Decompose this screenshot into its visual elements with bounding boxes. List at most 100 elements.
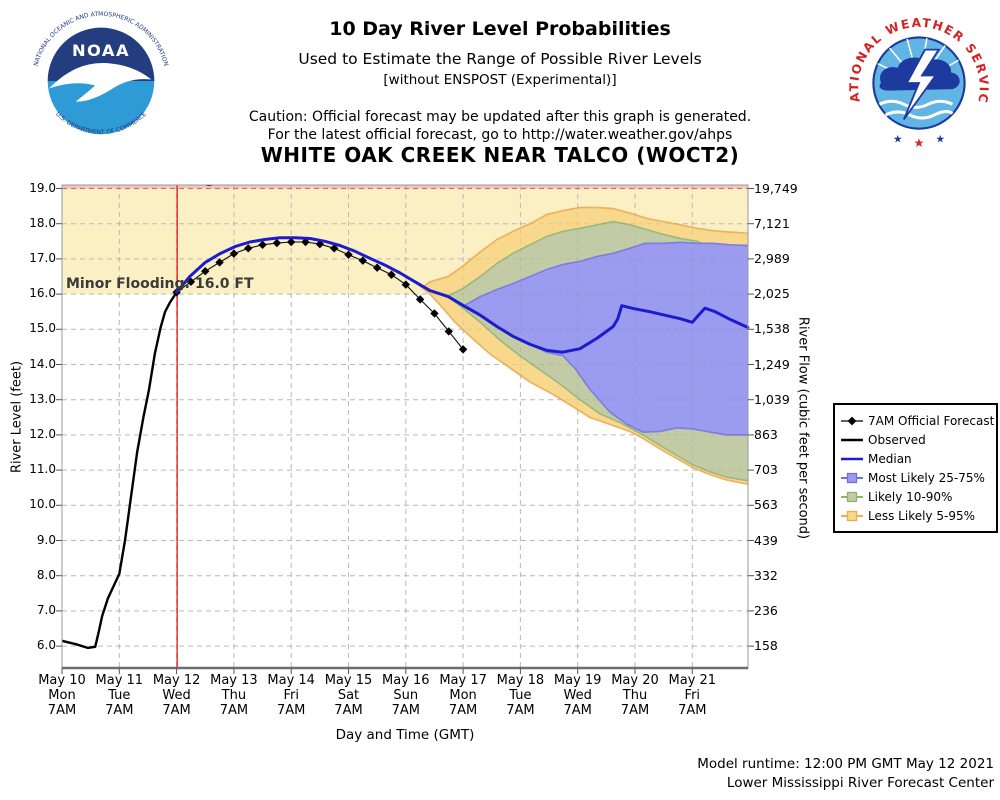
- legend-item: 7AM Official Forecast: [840, 411, 995, 430]
- y-right-tick-label: 863: [754, 426, 778, 442]
- x-tick-line: 7AM: [448, 703, 478, 718]
- experimental-note: [without ENSPOST (Experimental)]: [383, 72, 617, 88]
- x-tick-line: Tue: [509, 688, 532, 703]
- median-line: [175, 236, 750, 354]
- x-tick-line: May 15: [324, 673, 373, 688]
- forecast-legend-icon: [841, 416, 863, 425]
- y-right-tick-label: 439: [754, 532, 778, 548]
- band-less-likely-5-95-bottom-edge: [414, 281, 749, 486]
- y-left-tick-label: 15.0: [29, 321, 56, 336]
- forecast-diamond-marker: [329, 244, 339, 253]
- x-tick-label: May 14 Fri 7AM: [249, 673, 333, 718]
- x-tick-line: Sun: [393, 688, 419, 703]
- y-left-tick-label: 14.0: [29, 356, 56, 371]
- forecast-diamond-marker: [344, 250, 353, 259]
- x-tick-label: May 17 Mon 7AM: [421, 673, 505, 718]
- band-most-likely-25-75-bottom-edge: [529, 343, 748, 436]
- x-tick-line: 7AM: [162, 703, 191, 718]
- x-tick-label: May 21 Fri 7AM: [650, 673, 734, 718]
- x-tick-line: 7AM: [506, 703, 535, 718]
- forecast-diamond-marker: [358, 256, 368, 265]
- y-right-tick-label: 2,989: [754, 250, 790, 266]
- x-tick-line: Wed: [563, 688, 592, 703]
- y-right-tick-label: 1,039: [754, 391, 790, 407]
- footer: Model runtime: 12:00 PM GMT May 12 2021 …: [697, 755, 994, 793]
- x-tick-line: 7AM: [678, 703, 707, 718]
- x-tick-label: May 10 Mon 7AM: [20, 673, 104, 718]
- noaa-acronym: NOAA: [72, 41, 130, 60]
- x-tick-line: May 19: [553, 673, 602, 688]
- y-left-tick-label: 9.0: [36, 532, 56, 547]
- forecast-center: Lower Mississippi River Forecast Center: [726, 775, 994, 791]
- y-left-tick-label: 16.0: [29, 286, 56, 301]
- x-tick-line: May 21: [668, 673, 717, 688]
- x-tick-label: May 20 Thu 7AM: [593, 673, 677, 718]
- x-tick-line: May 13: [210, 673, 258, 688]
- legend-item: Likely 10-90%: [840, 487, 991, 506]
- nws-star-icon: ★: [936, 132, 946, 145]
- noaa-logo: NOAA NATIONAL OCEANIC AND ATMOSPHERIC AD…: [27, 4, 175, 152]
- minor-flood-label: Minor Flooding: 16.0 FT: [66, 276, 254, 292]
- x-axis-title: Day and Time (GMT): [335, 727, 475, 743]
- x-tick-line: May 10: [38, 673, 86, 688]
- moderate-flood-zone: [62, 185, 748, 189]
- x-tick-line: Thu: [622, 688, 648, 703]
- y-right-tick-label: 2,025: [754, 286, 790, 302]
- legend-item: Observed: [840, 430, 991, 449]
- legend-item: Most Likely 25-75%: [840, 468, 991, 487]
- band-most-likely-25-75-fill: [176, 237, 748, 435]
- hydrograph-chart: [56, 184, 754, 674]
- page-subtitle: Used to Estimate the Range of Possible R…: [298, 50, 702, 68]
- band-legend-icon: [841, 491, 863, 502]
- legend-item-label: Likely 10-90%: [868, 489, 953, 504]
- x-tick-line: Fri: [283, 688, 299, 703]
- nws-wave2-icon: [884, 109, 954, 120]
- x-tick-label: May 19 Wed 7AM: [536, 673, 620, 718]
- header: 10 Day River Level Probabilities Used to…: [165, 18, 835, 144]
- x-tick-line: May 14: [267, 673, 315, 688]
- legend-item-label: 7AM Official Forecast: [868, 413, 995, 428]
- y-axis-left-title: River Level (feet): [9, 360, 25, 474]
- moderate-flood-label: Moderate Flooding: 19.0 FT: [66, 185, 284, 187]
- chart-legend: 7AM Official Forecast Observed Median Most …: [833, 403, 998, 533]
- legend-item: Less Likely 5-95%: [840, 506, 991, 525]
- y-left-tick-label: 19.0: [29, 180, 56, 195]
- y-right-tick-label: 703: [754, 462, 778, 478]
- y-left-tick-label: 12.0: [29, 426, 56, 441]
- moderate-flood-clip: Moderate Flooding: 19.0 FT: [63, 185, 747, 225]
- y-left-tick-label: 7.0: [36, 602, 56, 617]
- forecast-diamond-marker: [215, 258, 224, 267]
- x-tick-line: 7AM: [276, 703, 306, 718]
- legend-item-label: Less Likely 5-95%: [868, 508, 975, 523]
- x-tick-label: May 15 Sat 7AM: [307, 673, 391, 718]
- band-likely-10-90-bottom-edge: [447, 295, 749, 482]
- observed-line: [61, 291, 178, 650]
- legend-item: Median: [840, 449, 991, 468]
- x-tick-line: Fri: [684, 688, 701, 703]
- x-tick-line: May 11: [95, 673, 144, 688]
- y-left-tick-label: 10.0: [29, 497, 56, 512]
- legend-item-label: Most Likely 25-75%: [868, 470, 985, 485]
- y-right-tick-label: 563: [754, 497, 778, 513]
- forecast-diamond-marker: [258, 240, 267, 250]
- x-tick-line: 7AM: [334, 703, 363, 718]
- nws-lightning-icon: [902, 48, 941, 121]
- band-legend-icon: [841, 472, 863, 483]
- forecast-diamond-marker: [244, 244, 253, 253]
- x-tick-label: May 18 Tue 7AM: [478, 673, 562, 718]
- forecast-diamond-marker: [272, 238, 282, 248]
- y-right-tick-label: 19,749: [754, 180, 798, 196]
- legend-item-label: Median: [868, 451, 912, 466]
- model-runtime: Model runtime: 12:00 PM GMT May 12 2021: [697, 756, 994, 772]
- y-right-tick-label: 332: [754, 567, 778, 583]
- forecast-diamond-marker: [201, 267, 210, 276]
- x-tick-label: May 13 Thu 7AM: [192, 673, 276, 718]
- forecast-diamond-marker: [372, 263, 382, 272]
- legend-item-label: Observed: [868, 432, 926, 447]
- y-right-tick-label: 158: [754, 638, 778, 654]
- nws-star-icon: ★: [914, 136, 925, 150]
- x-tick-line: May 16: [382, 673, 430, 688]
- forecast-diamond-marker: [229, 249, 239, 258]
- forecast-diamond-marker: [287, 237, 296, 247]
- y-axis-right-title: River Flow (cubic feet per second): [795, 316, 811, 540]
